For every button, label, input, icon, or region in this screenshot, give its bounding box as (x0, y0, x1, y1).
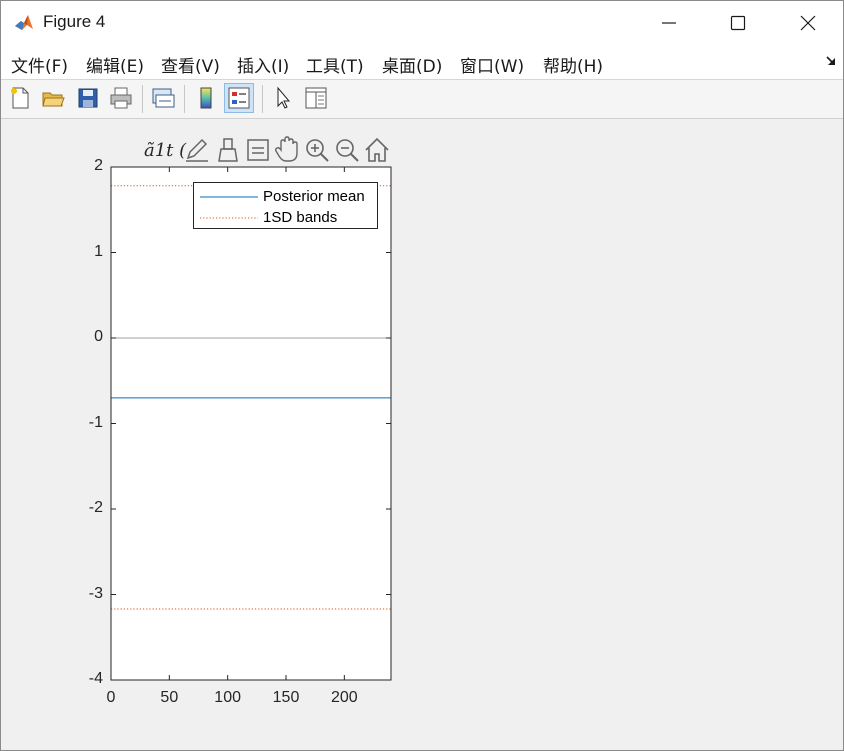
y-tick-label: -1 (88, 413, 103, 431)
print-button[interactable] (106, 83, 136, 113)
y-tick-label: 0 (94, 328, 103, 345)
maximize-icon (730, 15, 746, 31)
dock-arrow-icon[interactable] (825, 55, 837, 67)
data-tips-icon[interactable] (245, 136, 271, 164)
menu-help[interactable]: 帮助(H) (543, 57, 604, 77)
x-tick-label: 200 (330, 689, 358, 706)
legend-line-solid (200, 196, 258, 198)
axes-title: ã1t ( (144, 140, 187, 161)
home-icon[interactable] (364, 136, 390, 164)
save-icon (78, 88, 98, 108)
property-inspector-icon (305, 87, 327, 109)
brush-edit-icon[interactable] (184, 136, 210, 164)
menu-bar: 文件(F) 编辑(E) 查看(V) 插入(I) 工具(T) 桌面(D) 窗口(W… (1, 45, 843, 80)
pointer-button[interactable] (268, 83, 298, 113)
zoom-in-icon[interactable] (304, 136, 330, 164)
link-plot-button[interactable] (148, 83, 178, 113)
data-brush-icon[interactable] (215, 136, 241, 164)
property-inspector-button[interactable] (301, 83, 331, 113)
x-tick-label: 0 (106, 689, 116, 706)
legend-label: 1SD bands (263, 209, 338, 226)
y-tick-label: 1 (94, 242, 103, 260)
toolbar-divider (142, 85, 143, 113)
matlab-logo-icon (13, 12, 35, 34)
menu-window[interactable]: 窗口(W) (460, 57, 525, 77)
y-tick-label: -4 (88, 670, 103, 687)
pan-hand-icon[interactable] (274, 136, 300, 164)
legend-entry-1sd-bands: 1SD bands (194, 208, 379, 228)
toolbar-divider (184, 85, 185, 113)
figure-toolbar (1, 80, 843, 119)
pointer-icon (277, 86, 291, 109)
window-title: Figure 4 (43, 12, 106, 31)
new-figure-icon (11, 87, 29, 109)
colorbar-button[interactable] (191, 83, 221, 113)
toolbar-divider (262, 85, 263, 113)
x-tick-label: 50 (160, 689, 179, 706)
menu-edit[interactable]: 编辑(E) (86, 57, 145, 77)
legend-button[interactable] (224, 83, 254, 113)
close-icon (800, 15, 816, 31)
minimize-icon (662, 22, 676, 24)
plot-legend[interactable]: Posterior mean 1SD bands (193, 182, 378, 229)
menu-insert[interactable]: 插入(I) (237, 57, 290, 77)
save-button[interactable] (73, 83, 103, 113)
legend-icon (228, 87, 250, 109)
legend-line-dotted (200, 217, 258, 219)
colorbar-icon (200, 87, 212, 109)
minimize-button[interactable] (637, 1, 701, 45)
menu-file[interactable]: 文件(F) (11, 57, 69, 77)
menu-tools[interactable]: 工具(T) (306, 57, 364, 77)
link-plot-icon (152, 88, 175, 108)
maximize-button[interactable] (706, 1, 770, 45)
open-file-button[interactable] (38, 83, 68, 113)
zoom-out-icon[interactable] (334, 136, 360, 164)
y-tick-label: 2 (94, 157, 103, 174)
menu-view[interactable]: 查看(V) (161, 57, 220, 77)
y-tick-label: -2 (88, 499, 103, 516)
legend-entry-posterior-mean: Posterior mean (194, 187, 379, 207)
new-figure-button[interactable] (5, 83, 35, 113)
x-tick-label: 150 (272, 689, 300, 706)
open-file-icon (42, 92, 65, 107)
title-bar[interactable]: Figure 4 (1, 1, 843, 45)
menu-desktop[interactable]: 桌面(D) (382, 57, 443, 77)
y-tick-label: -3 (88, 584, 103, 602)
close-button[interactable] (776, 1, 840, 45)
print-icon (110, 87, 132, 109)
legend-label: Posterior mean (263, 188, 365, 205)
figure-canvas (1, 119, 843, 750)
x-tick-label: 100 (214, 689, 241, 706)
